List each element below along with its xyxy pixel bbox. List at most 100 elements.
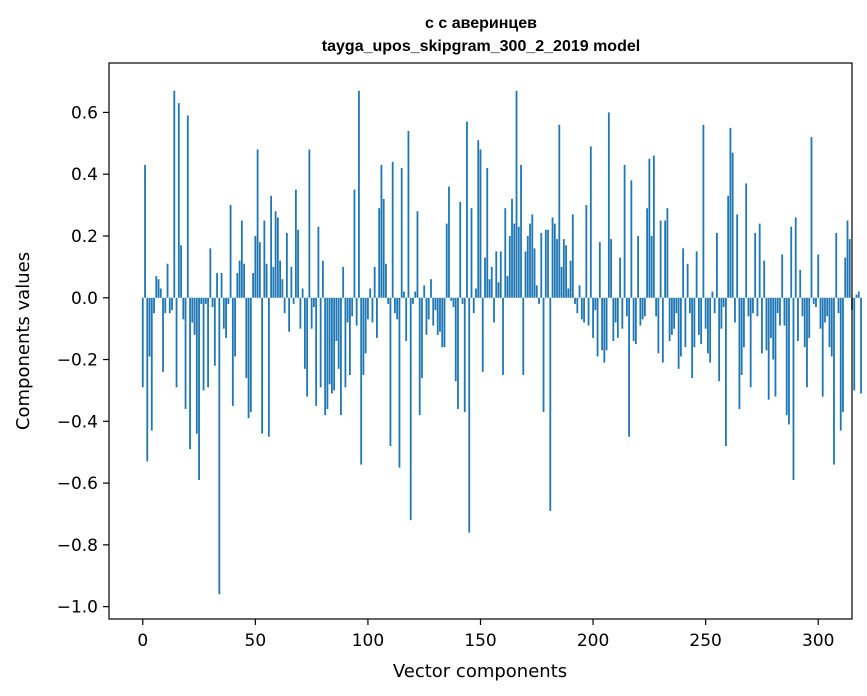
bar-component-160 bbox=[502, 297, 504, 375]
bar-component-47 bbox=[247, 297, 250, 419]
bar-component-194 bbox=[578, 285, 581, 298]
bar-component-317 bbox=[855, 294, 858, 298]
bar-component-158 bbox=[497, 282, 500, 298]
bar-component-95 bbox=[355, 297, 358, 326]
bar-component-293 bbox=[801, 297, 804, 317]
x-tick-label: 250 bbox=[689, 631, 721, 651]
bar-component-88 bbox=[340, 297, 342, 416]
bar-component-41 bbox=[234, 297, 236, 357]
bar-component-125 bbox=[423, 285, 426, 298]
bar-component-285 bbox=[783, 297, 786, 326]
bar-component-27 bbox=[202, 297, 205, 391]
bar-component-61 bbox=[279, 260, 282, 298]
bar-component-15 bbox=[175, 297, 178, 388]
bar-component-281 bbox=[774, 297, 777, 397]
bar-component-49 bbox=[252, 273, 254, 298]
bar-component-65 bbox=[288, 297, 291, 332]
x-tick-label: 150 bbox=[464, 631, 496, 651]
bar-component-139 bbox=[454, 297, 457, 382]
bar-component-187 bbox=[562, 239, 565, 298]
bar-component-150 bbox=[479, 149, 482, 298]
bar-component-26 bbox=[200, 297, 203, 304]
bar-component-143 bbox=[463, 297, 466, 413]
bar-component-133 bbox=[441, 297, 444, 348]
bar-component-271 bbox=[752, 297, 754, 314]
bar-component-10 bbox=[164, 297, 167, 314]
bar-component-261 bbox=[729, 127, 732, 298]
bar-component-230 bbox=[659, 220, 662, 298]
bar-component-75 bbox=[310, 297, 313, 329]
bar-component-213 bbox=[621, 297, 624, 329]
bar-component-102 bbox=[371, 297, 374, 323]
bar-component-132 bbox=[439, 297, 441, 332]
bar-component-197 bbox=[585, 205, 588, 298]
bar-component-222 bbox=[641, 297, 644, 320]
bar-component-202 bbox=[596, 297, 599, 357]
bar-component-46 bbox=[245, 297, 248, 379]
bar-component-180 bbox=[547, 229, 549, 298]
bar-component-163 bbox=[508, 235, 511, 298]
bar-component-17 bbox=[180, 245, 182, 298]
bar-component-170 bbox=[524, 251, 527, 298]
bar-component-186 bbox=[560, 266, 563, 298]
bar-component-53 bbox=[261, 297, 263, 434]
bar-component-59 bbox=[274, 211, 277, 298]
bar-component-259 bbox=[725, 297, 727, 447]
bar-component-89 bbox=[342, 266, 345, 298]
bar-component-63 bbox=[283, 297, 286, 314]
bar-component-70 bbox=[299, 297, 302, 329]
bar-component-33 bbox=[216, 273, 218, 298]
bar-component-134 bbox=[443, 297, 446, 348]
bar-component-191 bbox=[571, 214, 574, 298]
bar-component-135 bbox=[445, 223, 448, 298]
bar-component-235 bbox=[670, 297, 673, 335]
bar-component-319 bbox=[860, 297, 862, 394]
bar-component-294 bbox=[803, 297, 806, 348]
bar-component-264 bbox=[736, 214, 739, 298]
bar-component-29 bbox=[207, 297, 209, 388]
bar-component-182 bbox=[551, 217, 554, 298]
bar-component-24 bbox=[195, 297, 198, 434]
bar-component-64 bbox=[285, 232, 288, 298]
bar-component-318 bbox=[857, 291, 860, 298]
bar-component-198 bbox=[587, 297, 590, 326]
bar-component-56 bbox=[267, 297, 270, 437]
bar-component-240 bbox=[682, 248, 685, 298]
bar-component-153 bbox=[486, 168, 489, 298]
bar-component-20 bbox=[186, 115, 189, 298]
bar-component-252 bbox=[709, 297, 712, 363]
bar-component-77 bbox=[315, 297, 318, 406]
bar-component-141 bbox=[459, 202, 462, 298]
bar-component-39 bbox=[229, 205, 232, 298]
bar-component-183 bbox=[553, 223, 556, 298]
bar-component-296 bbox=[808, 297, 811, 338]
bar-component-276 bbox=[763, 260, 766, 298]
bar-component-140 bbox=[457, 297, 459, 409]
bar-component-272 bbox=[754, 232, 757, 298]
bar-component-307 bbox=[833, 297, 835, 465]
bar-component-289 bbox=[792, 297, 795, 480]
bar-component-192 bbox=[574, 297, 576, 304]
bar-component-207 bbox=[607, 112, 610, 298]
y-tick-label: −0.4 bbox=[57, 412, 98, 432]
bar-component-302 bbox=[821, 297, 824, 397]
bar-component-311 bbox=[842, 297, 844, 413]
bar-component-178 bbox=[542, 297, 545, 413]
bar-component-73 bbox=[306, 297, 309, 397]
y-axis-label: Components values bbox=[13, 252, 34, 430]
bar-component-155 bbox=[490, 266, 493, 298]
chart-title: с с аверинцев bbox=[425, 15, 537, 32]
bar-component-218 bbox=[632, 297, 635, 341]
bar-component-90 bbox=[344, 297, 347, 388]
bar-component-58 bbox=[272, 266, 275, 298]
bar-component-215 bbox=[625, 297, 628, 317]
bar-component-92 bbox=[349, 297, 351, 375]
bar-component-210 bbox=[614, 297, 617, 323]
bar-component-98 bbox=[362, 297, 365, 375]
x-tick-label: 300 bbox=[802, 631, 834, 651]
bar-component-251 bbox=[707, 297, 709, 354]
bar-component-221 bbox=[639, 297, 642, 326]
bar-component-62 bbox=[281, 279, 284, 298]
bar-component-18 bbox=[182, 297, 185, 320]
bar-component-127 bbox=[427, 297, 430, 320]
